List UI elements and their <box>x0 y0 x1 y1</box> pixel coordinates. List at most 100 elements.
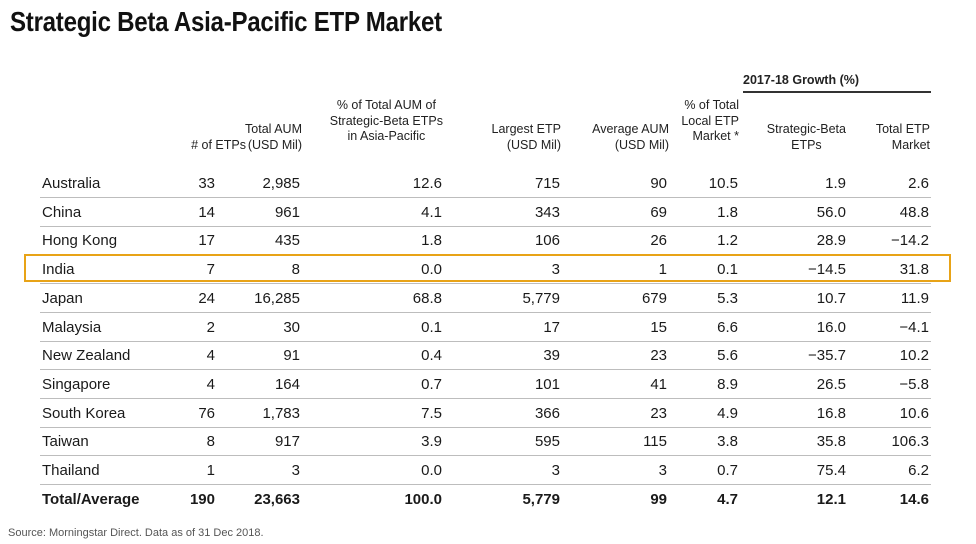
source-note: Source: Morningstar Direct. Data as of 3… <box>8 527 264 539</box>
header-num-etps: # of ETPs <box>191 138 246 152</box>
table-cell: 3.9 <box>421 433 442 451</box>
table-cell: 75.4 <box>816 462 846 479</box>
table-cell: 5.6 <box>717 347 738 365</box>
table-cell: 2.6 <box>908 175 929 192</box>
table-cell: 1.8 <box>717 203 738 221</box>
table-cell: −14.2 <box>891 232 929 250</box>
table-row: India 7 8 0.0 3 1 0.1 −14.5 31.8 <box>40 255 931 285</box>
table-cell: 1.9 <box>825 175 846 192</box>
table-row: Hong Kong 17 435 1.8 106 26 1.2 28.9 −14.2 <box>40 226 931 256</box>
total-row: Total/Average 190 23,663 100.0 5,779 99 4.7 12.… <box>40 485 931 513</box>
table-cell: 26.5 <box>816 375 846 393</box>
table-cell: 0.7 <box>717 462 738 479</box>
table-cell: 3 <box>551 261 560 279</box>
table-cell: 26 <box>650 232 667 250</box>
table-cell: 0.0 <box>421 462 442 479</box>
table-cell: 3 <box>551 462 560 479</box>
table-cell: 6.2 <box>908 462 929 479</box>
table-cell: −14.5 <box>808 261 846 279</box>
table-cell: 8.9 <box>717 375 738 393</box>
table-cell: 595 <box>534 433 560 451</box>
row-label: Hong Kong <box>42 232 118 250</box>
table-cell: 41 <box>650 375 667 393</box>
header-pct-total-aum: % of Total AUM of Strategic-Beta ETPs in… <box>329 98 443 143</box>
table-cell: 33 <box>198 175 215 192</box>
table-cell: 435 <box>274 232 300 250</box>
table-cell: 917 <box>274 433 300 451</box>
table-cell: 7.5 <box>421 404 442 422</box>
row-label: Japan <box>42 289 83 307</box>
row-label: New Zealand <box>42 347 131 365</box>
row-label: Malaysia <box>42 318 102 336</box>
table-cell: 106 <box>534 232 560 250</box>
table-cell: 90 <box>650 175 667 192</box>
table-cell: 12.1 <box>816 490 846 508</box>
table-cell: 343 <box>534 203 560 221</box>
table-cell: −4.1 <box>899 318 929 336</box>
table-row: Australia 33 2,985 12.6 715 90 10.5 1.9 2.6 <box>40 169 931 198</box>
table-cell: 1 <box>658 261 667 279</box>
india-row-highlight <box>24 254 951 283</box>
table-cell: 0.7 <box>421 375 442 393</box>
table-cell: 3 <box>291 462 300 479</box>
row-label: Total/Average <box>42 490 140 508</box>
table-cell: 101 <box>534 375 560 393</box>
table-cell: 0.0 <box>421 261 442 279</box>
table-row: New Zealand 4 91 0.4 39 23 5.6 −35.7 10.2 <box>40 341 931 371</box>
row-label: Singapore <box>42 375 111 393</box>
table-cell: 69 <box>650 203 667 221</box>
table-cell: 14.6 <box>899 490 929 508</box>
table-cell: 7 <box>206 261 215 279</box>
table-cell: −5.8 <box>899 375 929 393</box>
table-cell: 10.2 <box>899 347 929 365</box>
table-cell: 16.8 <box>816 404 846 422</box>
header-average-aum: Average AUM (USD Mil) <box>592 122 669 152</box>
table-cell: 56.0 <box>816 203 846 221</box>
table-cell: 0.1 <box>421 318 442 336</box>
table-cell: 2,985 <box>262 175 300 192</box>
table-row: Taiwan 8 917 3.9 595 115 3.8 35.8 106.3 <box>40 427 931 457</box>
table-cell: 31.8 <box>899 261 929 279</box>
growth-group-header: 2017-18 Growth (%) <box>743 73 931 93</box>
table-cell: 2 <box>206 318 215 336</box>
table-cell: 24 <box>198 289 215 307</box>
table-cell: 10.6 <box>899 404 929 422</box>
header-growth-strategic-beta: Strategic-Beta ETPs <box>766 122 846 152</box>
table-cell: 366 <box>534 404 560 422</box>
table-cell: 679 <box>641 289 667 307</box>
table-row: Thailand 1 3 0.0 3 3 0.7 75.4 6.2 <box>40 456 931 485</box>
table-cell: 5,779 <box>522 289 560 307</box>
table-cell: 4.9 <box>717 404 738 422</box>
table-cell: 23 <box>650 404 667 422</box>
table-cell: 39 <box>543 347 560 365</box>
table-cell: 16.0 <box>816 318 846 336</box>
table-cell: 99 <box>650 490 667 508</box>
table-cell: 6.6 <box>717 318 738 336</box>
table-cell: 11.9 <box>900 289 929 307</box>
row-label: India <box>42 261 75 279</box>
table-cell: 1.8 <box>421 232 442 250</box>
table-row: Japan 24 16,285 68.8 5,779 679 5.3 10.7 11.9 <box>40 284 931 313</box>
table-cell: 961 <box>274 203 300 221</box>
table-cell: 23 <box>650 347 667 365</box>
chart-title: Strategic Beta Asia-Pacific ETP Market <box>10 6 442 37</box>
table-cell: 23,663 <box>254 490 300 508</box>
table-row: South Korea 76 1,783 7.5 366 23 4.9 16.8 10.6 <box>40 399 931 428</box>
table-cell: 4.7 <box>717 490 738 508</box>
row-label: Australia <box>42 175 101 192</box>
table-cell: 3.8 <box>717 433 738 451</box>
table-cell: 4.1 <box>421 203 442 221</box>
table-cell: 12.6 <box>412 175 442 192</box>
row-label: South Korea <box>42 404 126 422</box>
table-cell: 16,285 <box>254 289 300 307</box>
table-cell: 8 <box>291 261 300 279</box>
table-cell: 17 <box>198 232 215 250</box>
row-label: Taiwan <box>42 433 89 451</box>
table-cell: 48.8 <box>899 203 929 221</box>
header-growth-total-etp: Total ETP Market <box>875 122 930 152</box>
table-cell: 5.3 <box>717 289 738 307</box>
row-label: Thailand <box>42 462 100 479</box>
table-cell: 91 <box>283 347 300 365</box>
table-cell: 14 <box>198 203 215 221</box>
table-cell: 0.4 <box>421 347 442 365</box>
